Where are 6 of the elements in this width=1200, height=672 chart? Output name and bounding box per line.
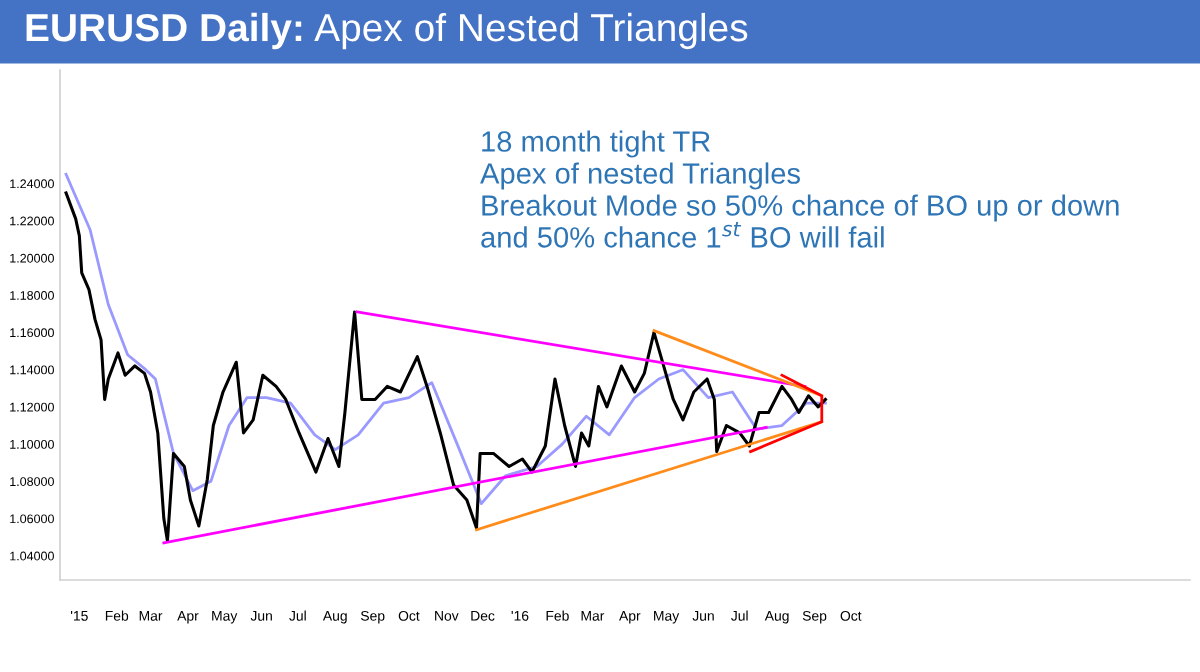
annotation: 18 month tight TR xyxy=(482,130,710,158)
line-series xyxy=(749,373,824,453)
chart-title: EURUSD Daily: Apex of Nested Triangles xyxy=(26,12,748,50)
annotation: and 50% chance 1$^{st}$ BO will fail xyxy=(481,221,884,248)
annotation: Breakout Mode so 50% chance of BO up or down xyxy=(482,194,1119,222)
annotation: Apex of nested Triangles xyxy=(480,162,800,190)
